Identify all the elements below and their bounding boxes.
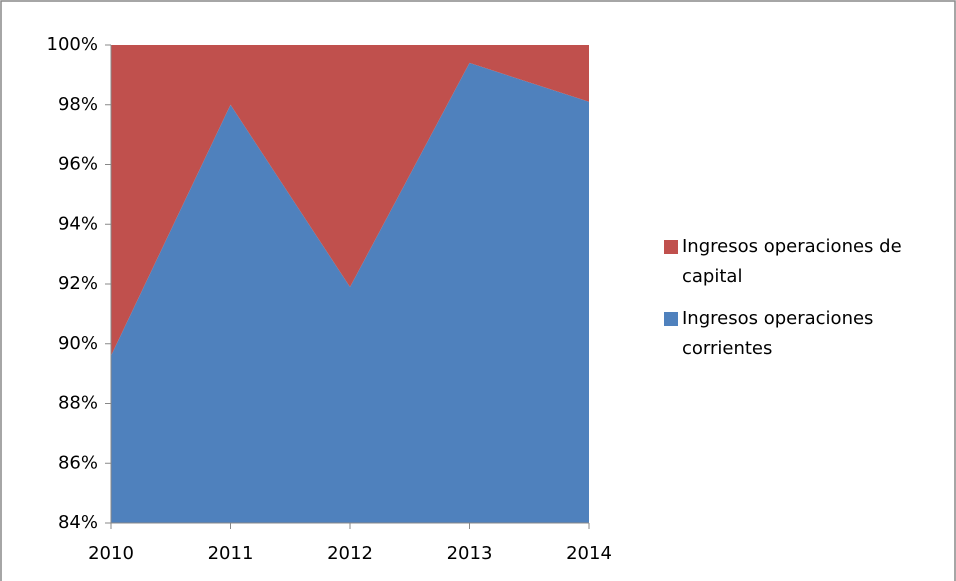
area: [111, 45, 589, 356]
y-tick-label: 94%: [58, 213, 98, 234]
x-tick-label: 2013: [447, 543, 493, 564]
legend-swatch: [664, 312, 678, 326]
legend-item: Ingresos operaciones de capital: [664, 232, 954, 292]
y-tick-label: 100%: [47, 34, 98, 55]
y-tick-label: 86%: [58, 452, 98, 473]
y-tick-label: 96%: [58, 154, 98, 175]
y-tick-label: 84%: [58, 512, 98, 533]
area: [111, 62, 589, 524]
y-tick-label: 90%: [58, 333, 98, 354]
y-tick-label: 92%: [58, 273, 98, 294]
legend-swatch: [664, 240, 678, 254]
y-tick-label: 88%: [58, 393, 98, 414]
y-tick-label: 98%: [58, 94, 98, 115]
x-tick-label: 2011: [208, 543, 254, 564]
legend-label: Ingresos operaciones corrientes: [682, 308, 874, 359]
x-tick-label: 2010: [88, 543, 134, 564]
legend-item: Ingresos operaciones corrientes: [664, 304, 954, 364]
x-tick-label: 2014: [566, 543, 612, 564]
x-tick-label: 2012: [327, 543, 373, 564]
legend: Ingresos operaciones de capital Ingresos …: [664, 232, 954, 376]
legend-label: Ingresos operaciones de capital: [682, 236, 902, 287]
